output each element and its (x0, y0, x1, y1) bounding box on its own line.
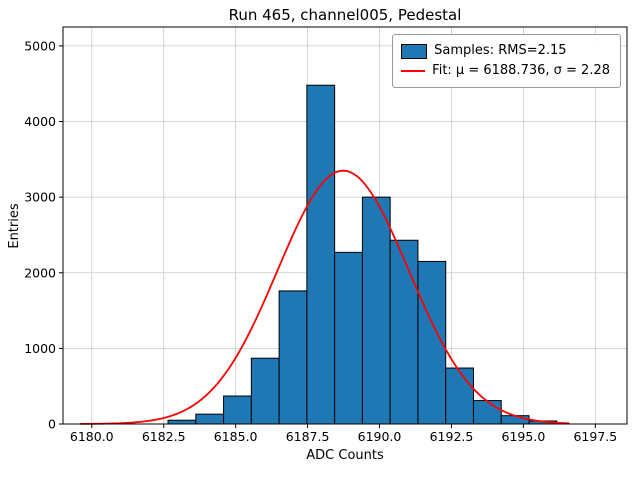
histogram-bar (361, 196, 391, 425)
fit-curve (80, 169, 570, 425)
histogram-bar (195, 413, 225, 425)
y-tick-label: 4000 (24, 114, 56, 129)
x-tick-label: 6197.5 (573, 429, 617, 444)
histogram-bar (167, 419, 197, 425)
x-tick-label: 6187.5 (286, 429, 330, 444)
y-tick-label: 3000 (24, 190, 56, 205)
legend-entry-samples: Samples: RMS=2.15 (401, 41, 610, 61)
y-tick-label: 0 (48, 417, 56, 432)
x-tick-label: 6180.0 (70, 429, 114, 444)
histogram-bar (500, 415, 530, 425)
x-tick-label: 6182.5 (142, 429, 186, 444)
x-tick-label: 6185.0 (214, 429, 258, 444)
histogram-bar (334, 251, 363, 425)
fit-line-icon (401, 70, 426, 72)
x-tick-label: 6192.5 (430, 429, 474, 444)
histogram-bar (472, 400, 502, 425)
y-tick-label: 5000 (24, 38, 56, 53)
histogram-bar (278, 290, 308, 425)
histogram-bar (250, 357, 280, 425)
histogram-bar (389, 239, 419, 425)
axes-frame (62, 26, 628, 425)
samples-swatch-icon (401, 43, 428, 59)
histogram-bar (445, 367, 474, 425)
legend-entry-fit: Fit: μ = 6188.736, σ = 2.28 (401, 61, 610, 81)
legend: Samples: RMS=2.15 Fit: μ = 6188.736, σ =… (392, 34, 621, 88)
x-tick-label: 6190.0 (358, 429, 402, 444)
y-tick-label: 2000 (24, 265, 56, 280)
legend-label-samples: Samples: RMS=2.15 (434, 43, 567, 58)
x-tick-label: 6195.0 (502, 429, 546, 444)
chart-title: Run 465, channel005, Pedestal (228, 6, 462, 24)
histogram-bar (223, 395, 252, 425)
histogram-bar (306, 84, 336, 425)
legend-label-fit: Fit: μ = 6188.736, σ = 2.28 (432, 63, 610, 78)
y-tick-label: 1000 (24, 341, 56, 356)
y-axis-label: Entries (7, 203, 22, 249)
x-axis-label: ADC Counts (306, 448, 384, 463)
